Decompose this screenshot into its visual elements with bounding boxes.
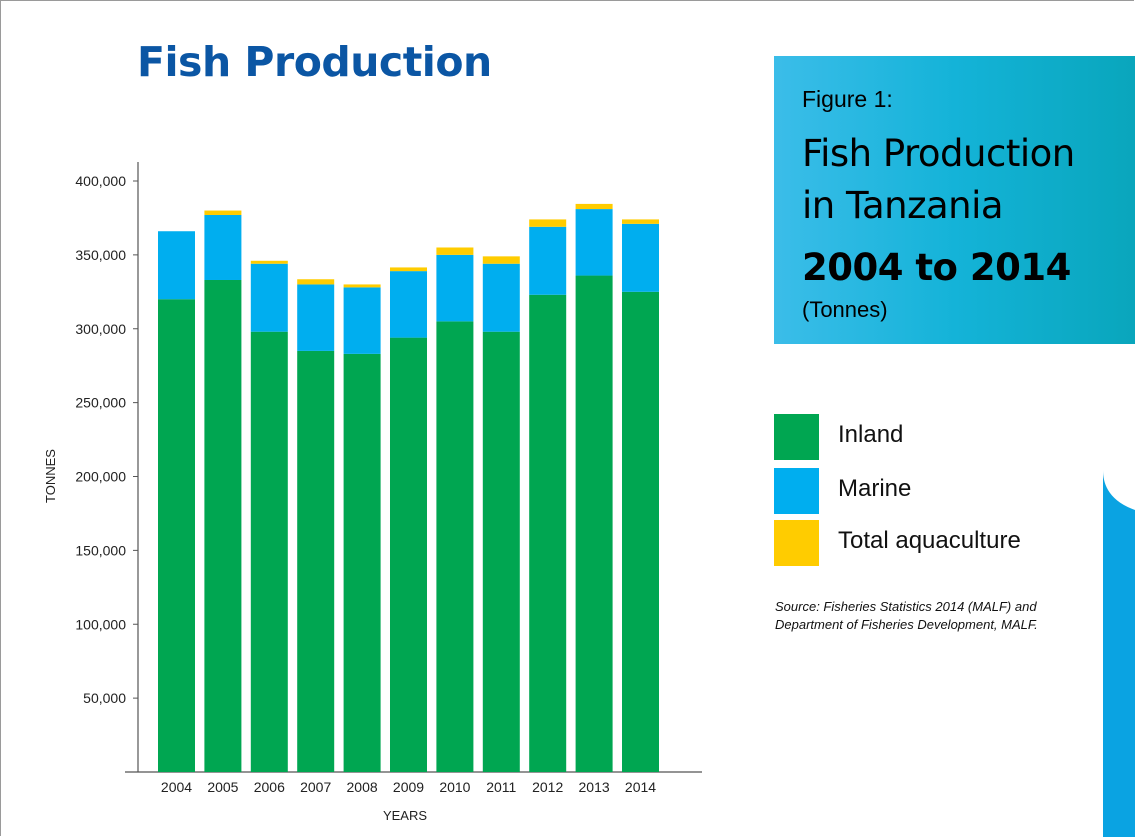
x-tick-label-2013: 2013 xyxy=(579,779,610,795)
bar-inland-2008 xyxy=(344,354,381,772)
bar-marine-2004 xyxy=(158,231,195,299)
legend-item-marine: Marine xyxy=(774,468,1074,514)
bar-inland-2010 xyxy=(436,321,473,772)
figure-caption-box: Figure 1: Fish Production in Tanzania 20… xyxy=(774,56,1135,344)
bar-inland-2004 xyxy=(158,299,195,772)
legend-swatch-aquaculture xyxy=(774,520,819,566)
bar-total-aquaculture-2005 xyxy=(204,211,241,215)
bar-total-aquaculture-2014 xyxy=(622,219,659,223)
x-tick-label-2008: 2008 xyxy=(347,779,378,795)
bar-total-aquaculture-2008 xyxy=(344,284,381,287)
bar-total-aquaculture-2007 xyxy=(297,279,334,284)
bar-total-aquaculture-2012 xyxy=(529,219,566,226)
bar-marine-2014 xyxy=(622,224,659,292)
x-tick-label-2014: 2014 xyxy=(625,779,656,795)
x-tick-label-2004: 2004 xyxy=(161,779,192,795)
bar-total-aquaculture-2011 xyxy=(483,256,520,263)
bar-marine-2007 xyxy=(297,284,334,350)
legend-item-aquaculture: Total aquaculture xyxy=(774,520,1074,566)
figure-label: Figure 1: xyxy=(802,86,893,113)
y-tick-label: 250,000 xyxy=(75,395,126,411)
legend-item-inland: Inland xyxy=(774,414,1074,460)
x-tick-label-2010: 2010 xyxy=(439,779,470,795)
bar-total-aquaculture-2006 xyxy=(251,261,288,264)
figure-years: 2004 to 2014 xyxy=(802,246,1071,289)
x-tick-label-2005: 2005 xyxy=(207,779,238,795)
figure-title-line1: Fish Production xyxy=(802,128,1075,180)
bar-marine-2013 xyxy=(576,209,613,275)
y-tick-label: 150,000 xyxy=(75,542,126,558)
decorative-wave-shape xyxy=(1101,470,1135,837)
bar-inland-2007 xyxy=(297,351,334,772)
x-tick-label-2011: 2011 xyxy=(486,779,516,795)
legend-label-inland: Inland xyxy=(838,421,903,449)
legend-swatch-inland xyxy=(774,414,819,460)
y-tick-label: 100,000 xyxy=(75,616,126,632)
bar-marine-2006 xyxy=(251,264,288,332)
figure-unit: (Tonnes) xyxy=(802,297,888,323)
x-axis-title: YEARS xyxy=(383,808,427,823)
bar-inland-2014 xyxy=(622,292,659,772)
bar-inland-2005 xyxy=(204,280,241,772)
figure-title: Fish Production in Tanzania xyxy=(802,128,1075,232)
bar-inland-2012 xyxy=(529,295,566,772)
x-tick-label-2007: 2007 xyxy=(300,779,331,795)
bar-marine-2009 xyxy=(390,271,427,337)
bar-total-aquaculture-2009 xyxy=(390,267,427,271)
figure-title-line2: in Tanzania xyxy=(802,180,1075,232)
bar-inland-2006 xyxy=(251,332,288,772)
source-note: Source: Fisheries Statistics 2014 (MALF)… xyxy=(775,598,1055,634)
legend-swatch-marine xyxy=(774,468,819,514)
y-tick-label: 50,000 xyxy=(83,690,126,706)
bar-inland-2013 xyxy=(576,276,613,772)
bar-total-aquaculture-2013 xyxy=(576,204,613,209)
bar-marine-2008 xyxy=(344,287,381,353)
bar-inland-2009 xyxy=(390,338,427,772)
bar-marine-2012 xyxy=(529,227,566,295)
y-axis-title: TONNES xyxy=(43,449,58,503)
y-tick-label: 350,000 xyxy=(75,247,126,263)
x-tick-label-2012: 2012 xyxy=(532,779,563,795)
bar-inland-2011 xyxy=(483,332,520,772)
bar-total-aquaculture-2010 xyxy=(436,247,473,254)
legend-label-marine: Marine xyxy=(838,475,911,503)
bar-marine-2005 xyxy=(204,215,241,280)
x-tick-label-2006: 2006 xyxy=(254,779,285,795)
y-tick-label: 300,000 xyxy=(75,321,126,337)
bar-marine-2011 xyxy=(483,264,520,332)
y-tick-label: 400,000 xyxy=(75,173,126,189)
y-tick-label: 200,000 xyxy=(75,469,126,485)
x-tick-label-2009: 2009 xyxy=(393,779,424,795)
legend-label-aquaculture: Total aquaculture xyxy=(838,527,1021,555)
bar-marine-2010 xyxy=(436,255,473,321)
